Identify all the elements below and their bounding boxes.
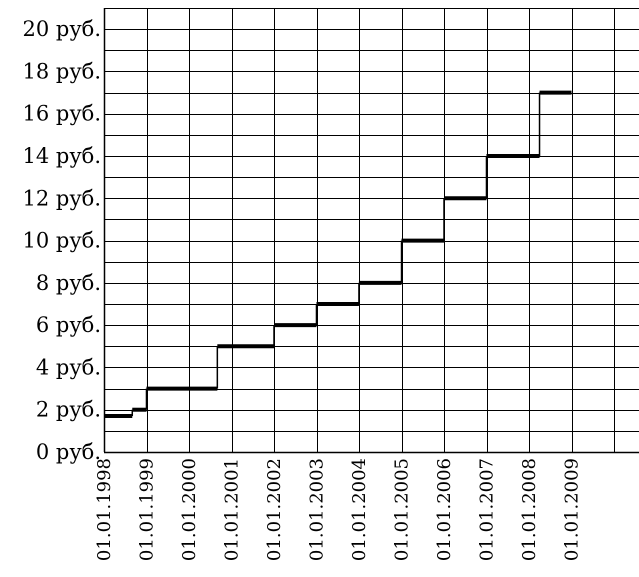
x-tick-label: 01.01.2003: [307, 458, 328, 561]
y-tick-label: 4 руб.: [36, 355, 101, 379]
x-tick-labels: 01.01.1998 01.01.1999 01.01.2000 01.01.2001…: [94, 458, 583, 561]
x-tick-label: 01.01.2001: [222, 458, 243, 561]
y-tick-label: 10 руб.: [22, 229, 101, 253]
y-tick-label: 18 руб.: [22, 59, 101, 83]
x-tick-label: 01.01.2006: [434, 458, 455, 561]
x-tick-label: 01.01.2009: [562, 458, 583, 561]
series-step-line: [104, 90, 572, 419]
axes: [103, 8, 639, 454]
x-tick-label: 01.01.2002: [264, 458, 285, 561]
y-tick-label: 0 руб.: [36, 440, 101, 464]
x-tick-label: 01.01.1999: [137, 458, 158, 561]
y-tick-label: 16 руб.: [22, 102, 101, 126]
y-tick-label: 2 руб.: [36, 398, 101, 422]
y-tick-label: 6 руб.: [36, 313, 101, 337]
x-tick-label: 01.01.2005: [392, 458, 413, 561]
y-tick-label: 12 руб.: [22, 186, 101, 210]
y-tick-label: 20 руб.: [22, 17, 101, 41]
x-tick-label: 01.01.2000: [179, 458, 200, 561]
y-tick-label: 8 руб.: [36, 271, 101, 295]
x-tick-label: 01.01.1998: [94, 458, 115, 561]
grid: [104, 8, 639, 452]
x-tick-label: 01.01.2008: [519, 458, 540, 561]
y-tick-label: 14 руб.: [22, 144, 101, 168]
x-tick-label: 01.01.2004: [349, 458, 370, 561]
x-tick-label: 01.01.2007: [477, 458, 498, 561]
y-tick-labels: 0 руб. 2 руб. 4 руб. 6 руб. 8 руб. 10 руб. 12 …: [22, 17, 101, 464]
